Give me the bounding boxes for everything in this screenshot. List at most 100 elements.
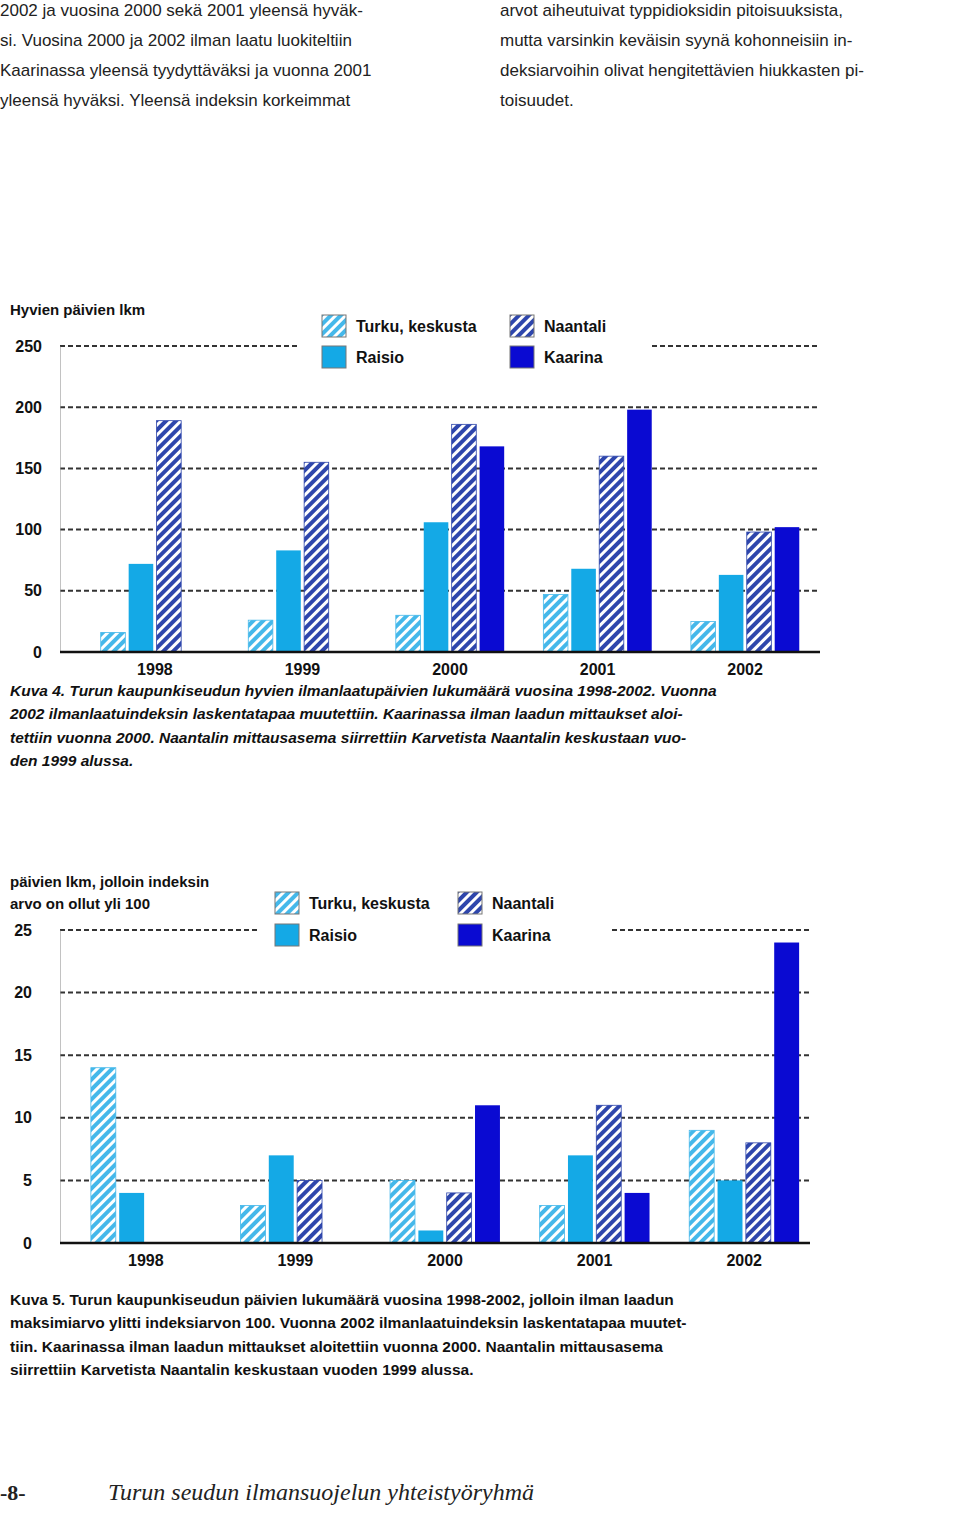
bar: [297, 1180, 322, 1243]
grid: [60, 930, 810, 1243]
bar: [691, 621, 716, 652]
caption: tettiin vuonna 2000. Naantalin mittausas…: [10, 729, 686, 746]
bar: [747, 532, 772, 652]
page-number: -8-: [0, 1480, 26, 1505]
caption: siirrettiin Karvetista Naantalin keskust…: [10, 1361, 473, 1378]
x-tick: 1998: [137, 652, 173, 678]
y-tick-label: 150: [15, 460, 42, 477]
body-text: si. Vuosina 2000 ja 2002 ilman laatu luo…: [0, 31, 352, 50]
body-text: 2002 ja vuosina 2000 sekä 2001 yleensä h…: [0, 1, 363, 20]
y-tick: 10: [14, 1109, 60, 1126]
legend-swatch: [510, 346, 534, 368]
bars: [91, 943, 799, 1243]
legend-label: Kaarina: [492, 927, 551, 944]
grid: [60, 346, 820, 652]
legend-label: Raisio: [356, 349, 404, 366]
caption: maksimiarvo ylitti indeksiarvon 100. Vuo…: [10, 1314, 687, 1331]
legend-swatch: [275, 892, 299, 914]
y-tick-label: 20: [14, 984, 32, 1001]
x-axis-line: [60, 651, 820, 654]
bar: [571, 569, 596, 652]
x-tick-label: 2000: [432, 661, 468, 678]
legend-swatch: [458, 892, 482, 914]
x-tick: 2002: [727, 652, 763, 678]
legend-swatch: [458, 924, 482, 946]
y-tick: 5: [23, 1172, 60, 1189]
bar: [240, 1205, 265, 1243]
y-tick: 0: [23, 1235, 60, 1252]
bar: [719, 575, 744, 652]
bar: [390, 1180, 415, 1243]
legend-background: [258, 882, 610, 956]
bar: [447, 1193, 472, 1243]
x-tick: 2001: [577, 1243, 613, 1269]
caption: Kuva 5. Turun kaupunkiseudun päivien luk…: [10, 1291, 674, 1308]
x-tick: 2001: [580, 652, 616, 678]
y-axis-line: [60, 347, 61, 653]
caption: tiin. Kaarinassa ilman laadun mittaukset…: [10, 1338, 663, 1355]
grid-line: [60, 992, 810, 994]
legend-swatch: [322, 346, 346, 368]
body-text: toisuudet.: [500, 91, 574, 110]
bar: [689, 1130, 714, 1243]
y-tick: 0: [33, 644, 60, 661]
bar: [568, 1155, 593, 1243]
x-axis: 1998 1999 2000 2001 2002: [60, 1243, 810, 1269]
bar: [596, 1105, 621, 1243]
bar: [129, 564, 154, 652]
legend-label: Naantali: [492, 895, 554, 912]
bars: [101, 410, 800, 652]
x-tick-label: 1999: [278, 1252, 314, 1269]
body-text: arvot aiheutuivat typpidioksidin pitoisu…: [500, 1, 843, 20]
y-tick: 20: [14, 984, 60, 1001]
bar: [269, 1155, 294, 1243]
legend: Turku, keskustaRaisioNaantaliKaarina: [298, 304, 650, 378]
x-axis: 1998 1999 2000 2001 2002: [60, 652, 820, 678]
legend-label: Raisio: [309, 927, 357, 944]
grid-line: [60, 651, 820, 653]
x-tick: 2000: [432, 652, 468, 678]
y-tick-label: 0: [23, 1235, 32, 1252]
body-text: deksiarvoihin olivat hengitettävien hiuk…: [500, 61, 864, 80]
y-tick: 200: [15, 399, 60, 416]
caption: 2002 ilmanlaatuindeksin laskentatapaa mu…: [9, 705, 683, 722]
legend-background: [298, 304, 650, 378]
body-text: yleensä hyväksi. Yleensä indeksin korkei…: [0, 91, 351, 110]
page: 2002 ja vuosina 2000 sekä 2001 yleensä h…: [0, 0, 960, 1513]
x-tick: 2000: [427, 1243, 463, 1269]
x-tick-label: 2000: [427, 1252, 463, 1269]
x-tick-label: 1998: [128, 1252, 164, 1269]
body-text: Kaarinassa yleensä tyydyttäväksi ja vuon…: [0, 61, 371, 80]
y-tick-label: 15: [14, 1047, 32, 1064]
y-axis: 0 5 10 15 20 25: [14, 922, 60, 1252]
x-tick-label: 1998: [137, 661, 173, 678]
body-text: mutta varsinkin keväisin syynä kohonneis…: [500, 31, 852, 50]
grid-line: [60, 1117, 810, 1119]
y-tick: 250: [15, 338, 60, 355]
grid-line: [60, 1054, 810, 1056]
bar: [276, 550, 301, 652]
caption: Kuva 4. Turun kaupunkiseudun hyvien ilma…: [10, 682, 717, 699]
y-tick-label: 25: [14, 922, 32, 939]
y-tick-label: 200: [15, 399, 42, 416]
chart: 050100150200250Hyvien päivien lkm1998199…: [9, 301, 820, 769]
x-tick: 2002: [726, 1243, 762, 1269]
bar: [157, 421, 182, 652]
x-tick-label: 2002: [727, 661, 763, 678]
bar: [774, 943, 799, 1243]
y-tick-label: 10: [14, 1109, 32, 1126]
bar: [424, 522, 449, 652]
y-tick-label: 250: [15, 338, 42, 355]
y-tick-label: 100: [15, 521, 42, 538]
x-tick: 1999: [285, 652, 321, 678]
page-svg: 2002 ja vuosina 2000 sekä 2001 yleensä h…: [0, 0, 960, 1513]
x-tick: 1998: [128, 1243, 164, 1269]
legend: Turku, keskusta Raisio Naantali Kaarina: [258, 882, 610, 956]
chart: 0510152025päivien lkm, jolloin indeksina…: [10, 873, 810, 1378]
legend-label: Turku, keskusta: [309, 895, 430, 912]
footer-text: Turun seudun ilmansuojelun yhteistyöryhm…: [108, 1479, 534, 1505]
legend-label: Kaarina: [544, 349, 603, 366]
bar: [627, 410, 652, 652]
y-tick: 15: [14, 1047, 60, 1064]
bar: [543, 594, 568, 652]
